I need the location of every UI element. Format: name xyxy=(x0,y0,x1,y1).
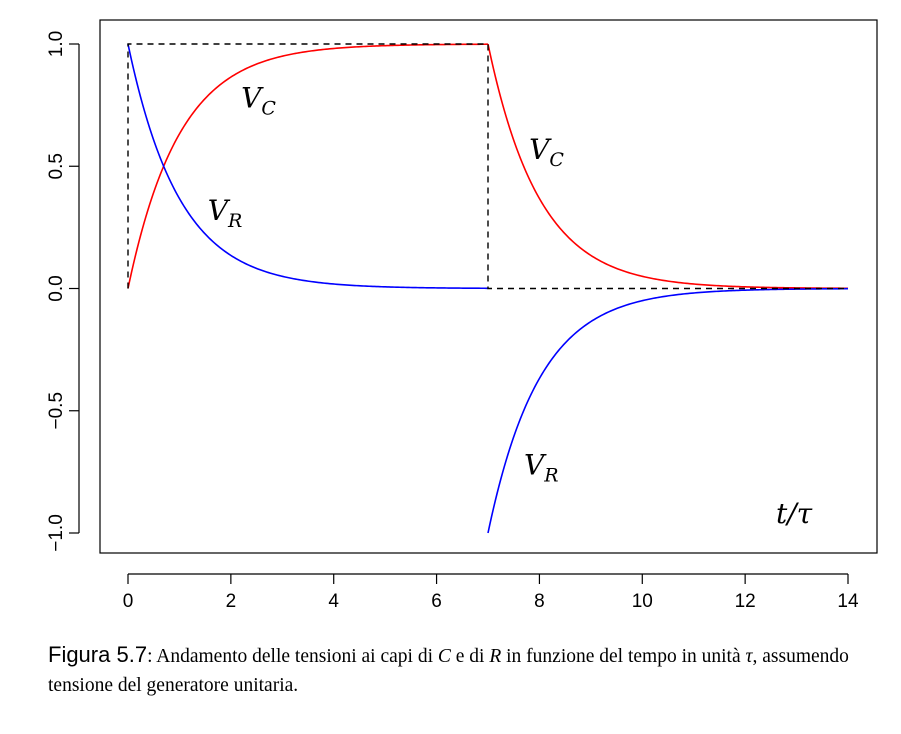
x-tick-label: 10 xyxy=(632,591,653,612)
x-tick-label: 2 xyxy=(226,591,237,612)
caption-text: , assumendo tensione del generatore unit… xyxy=(48,646,849,696)
y-tick-label: −1.0 xyxy=(46,514,67,552)
series-v-c-line xyxy=(487,43,849,290)
dashed-square-wave-line xyxy=(127,43,848,290)
caption-text: : Andamento delle tensioni ai capi di xyxy=(147,646,438,667)
series-v-r-line xyxy=(127,43,489,290)
x-tick-label: 14 xyxy=(837,591,859,612)
curve-label: VC xyxy=(241,82,276,120)
figure-caption: Figura 5.7: Andamento delle tensioni ai … xyxy=(48,640,893,700)
caption-text: e di xyxy=(450,646,490,667)
chart-axes: 0 2 4 6 8 10 12 14 −1.0 −0.5 0.0 0.5 1.0 xyxy=(46,19,878,612)
curve-label: VR xyxy=(524,448,559,486)
curve-label: VC xyxy=(529,133,564,171)
series-v-r-line xyxy=(487,287,849,534)
y-tick-label: 1.0 xyxy=(46,31,67,57)
curve-label: VR xyxy=(208,194,243,232)
curve-label-subscript: R xyxy=(543,464,558,486)
y-tick-label: 0.5 xyxy=(46,153,67,179)
y-tick-label: 0.0 xyxy=(46,275,67,301)
chart-annotations: VC VR VC VR t/τ xyxy=(208,82,813,531)
figure-label: Figura 5.7 xyxy=(48,642,148,667)
y-tick-label: −0.5 xyxy=(46,392,67,430)
series-v-c-line xyxy=(127,43,489,289)
x-tick-label: 8 xyxy=(534,591,545,612)
plot-frame xyxy=(99,19,878,554)
x-tick-label: 4 xyxy=(328,591,339,612)
x-tick-label: 0 xyxy=(123,591,134,612)
curve-label-subscript: C xyxy=(549,149,564,171)
chart-curves xyxy=(127,43,849,534)
caption-text: in funzione del tempo in unità xyxy=(501,646,746,667)
caption-var-c: C xyxy=(437,646,451,667)
x-tick-label: 12 xyxy=(735,591,756,612)
caption-var-r: R xyxy=(489,646,502,667)
caption-var-tau: τ xyxy=(745,646,753,667)
x-tick-label: 6 xyxy=(431,591,442,612)
chart: 0 2 4 6 8 10 12 14 −1.0 −0.5 0.0 0.5 1.0 VC VR VC VR t/τ xyxy=(46,19,878,612)
curve-label-subscript: C xyxy=(261,98,276,120)
curve-label-subscript: R xyxy=(227,210,242,232)
curve-label: t/τ xyxy=(776,497,813,530)
